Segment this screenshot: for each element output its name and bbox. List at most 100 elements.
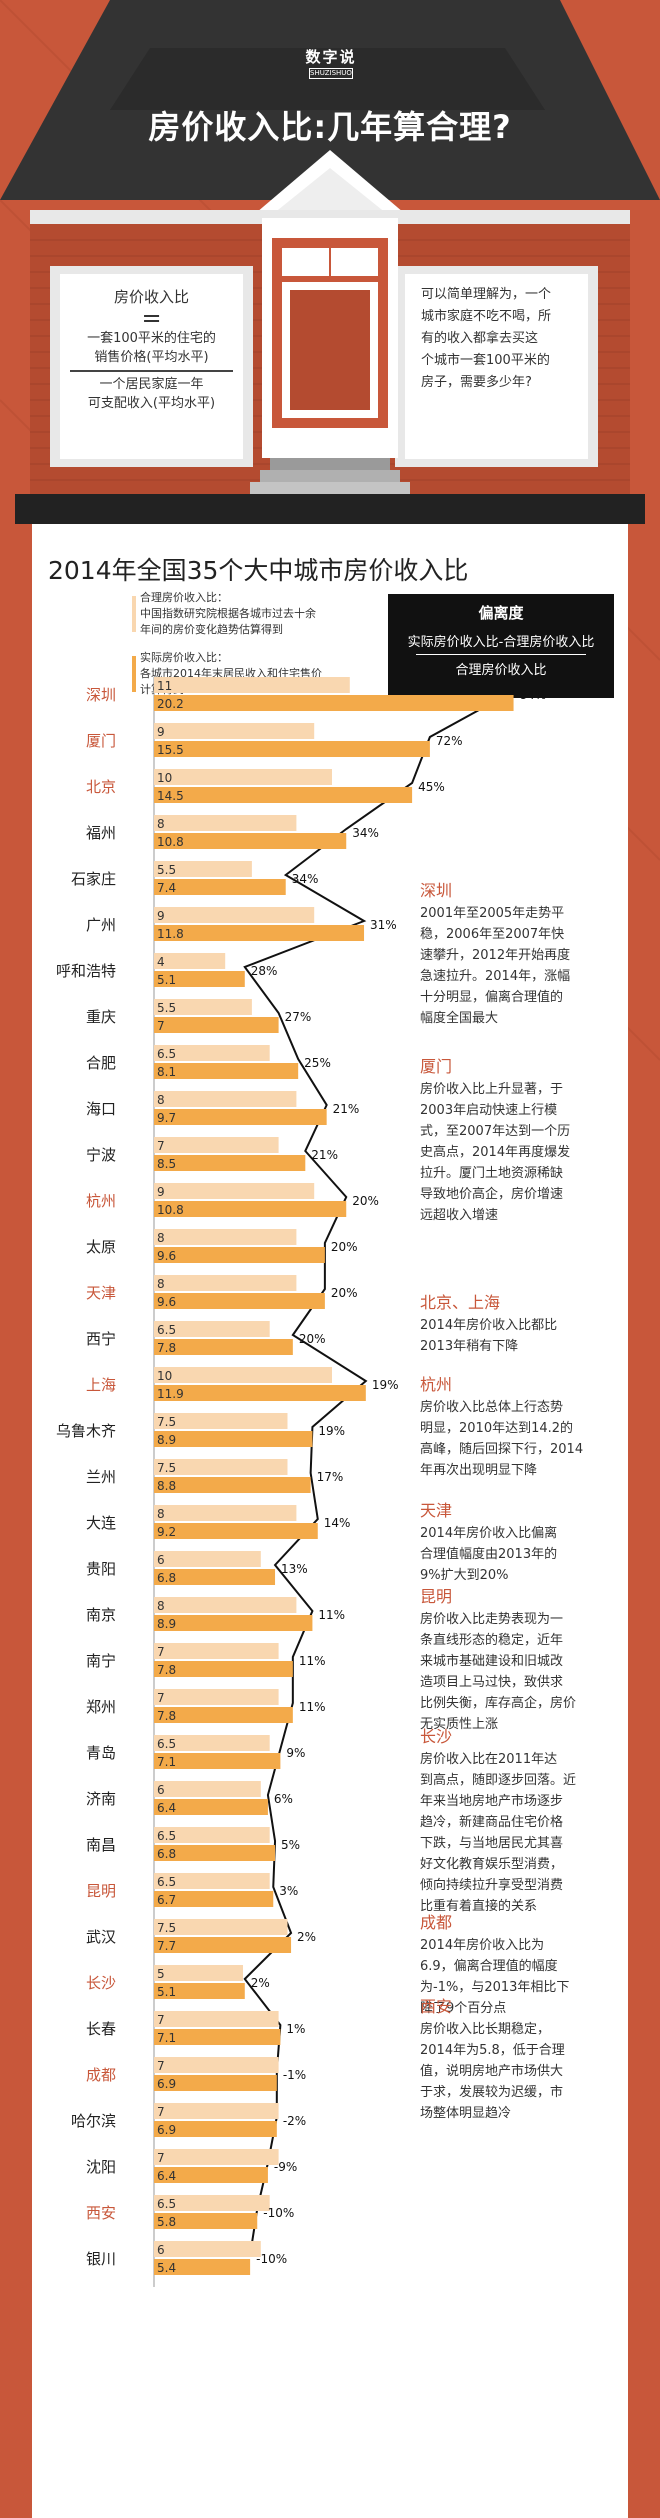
city-note-body: 2014年房价收入比都比 2013年稍有下降 <box>420 1318 558 1354</box>
fair-bar <box>154 1643 279 1659</box>
fair-value-label: 5.5 <box>157 1001 176 1015</box>
city-label: 长沙 <box>86 1974 116 1992</box>
actual-value-label: 15.5 <box>157 743 184 757</box>
actual-bar <box>154 1247 325 1263</box>
city-note-title: 厦门 <box>420 1057 453 1076</box>
fair-value-label: 10 <box>157 1369 172 1383</box>
actual-value-label: 8.9 <box>157 1617 176 1631</box>
city-note-title: 杭州 <box>420 1375 453 1394</box>
deviation-label: 20% <box>352 1194 379 1208</box>
deviation-label: 19% <box>318 1424 345 1438</box>
fair-bar <box>154 1045 270 1061</box>
deviation-label: 14% <box>324 1516 351 1530</box>
city-label: 长春 <box>86 2020 116 2038</box>
fair-bar <box>154 2149 279 2165</box>
legend-fair: 合理房价收入比： 中国指数研究院根据各城市过去十余 年间的房价变化趋势估算得到 <box>140 590 316 638</box>
definition-term: 房价收入比 <box>113 288 189 306</box>
actual-value-label: 11.8 <box>157 927 184 941</box>
fair-bar <box>154 1689 279 1705</box>
fair-bar <box>154 1321 270 1337</box>
city-note-body: 2014年房价收入比偏离 合理值幅度由2013年的 9%扩大到20% <box>420 1526 558 1583</box>
actual-bar <box>154 1937 292 1953</box>
actual-value-label: 10.8 <box>157 835 184 849</box>
city-note: 深圳 2001年至2005年走势平 稳，2006年至2007年快 速攀升，2012… <box>420 880 635 1029</box>
chart-title: 2014年全国35个大中城市房价收入比 <box>48 556 469 585</box>
fair-bar <box>154 1735 270 1751</box>
city-label: 贵阳 <box>86 1560 116 1578</box>
city-label: 乌鲁木齐 <box>56 1422 116 1440</box>
city-note-title: 天津 <box>420 1501 453 1520</box>
fair-bar <box>154 1459 288 1475</box>
definition-box: 房价收入比 = 一套100平米的住宅的 销售价格(平均水平) 一个居民家庭一年 … <box>60 274 243 459</box>
city-note-body: 房价收入比上升显著，于 2003年启动快速上行模 式，至2007年达到一个历 史… <box>420 1082 571 1223</box>
deviation-connector <box>243 690 515 2256</box>
deviation-label: 20% <box>299 1332 326 1346</box>
city-label: 杭州 <box>86 1192 116 1210</box>
actual-bar <box>154 1569 276 1585</box>
deviation-label: 17% <box>317 1470 344 1484</box>
fair-value-label: 5 <box>157 1967 165 1981</box>
fair-value-label: 5.5 <box>157 863 176 877</box>
actual-value-label: 6.9 <box>157 2077 176 2091</box>
fair-value-label: 7.5 <box>157 1415 176 1429</box>
fair-value-label: 7 <box>157 2151 165 2165</box>
actual-bar <box>154 1799 268 1815</box>
deviation-label: 11% <box>299 1654 326 1668</box>
actual-value-label: 8.8 <box>157 1479 176 1493</box>
deviation-label: 19% <box>372 1378 399 1392</box>
actual-value-label: 10.8 <box>157 1203 184 1217</box>
actual-bar <box>154 1983 245 1999</box>
fair-value-label: 6.5 <box>157 1829 176 1843</box>
fair-value-label: 8 <box>157 817 165 831</box>
city-label: 呼和浩特 <box>56 962 116 980</box>
fair-value-label: 7 <box>157 2059 165 2073</box>
deviation-label: 5% <box>281 1838 300 1852</box>
fair-value-label: 8 <box>157 1599 165 1613</box>
city-label: 广州 <box>86 916 116 934</box>
city-label: 南宁 <box>86 1652 116 1670</box>
city-label: 石家庄 <box>71 870 116 888</box>
city-label: 太原 <box>86 1238 116 1256</box>
legend-actual-title: 实际房价收入比： <box>140 651 228 664</box>
actual-value-label: 8.5 <box>157 1157 176 1171</box>
city-label: 昆明 <box>86 1882 116 1900</box>
fair-bar <box>154 1367 332 1383</box>
actual-value-label: 6.8 <box>157 1571 176 1585</box>
fair-value-label: 7 <box>157 1139 165 1153</box>
deviation-label: 20% <box>331 1286 358 1300</box>
city-note: 昆明 房价收入比走势表现为一 条直线形态的稳定，近年 来城市基础建设和旧城改 造项… <box>420 1586 635 1735</box>
city-label: 西宁 <box>86 1330 116 1348</box>
logo-title: 数字说 <box>305 48 357 66</box>
fair-bar <box>154 1873 270 1889</box>
definition-denominator: 一个居民家庭一年 可支配收入(平均水平) <box>87 377 216 411</box>
city-label: 武汉 <box>86 1928 116 1946</box>
actual-value-label: 11.9 <box>157 1387 184 1401</box>
fair-bar <box>154 723 315 739</box>
city-note-body: 2001年至2005年走势平 稳，2006年至2007年快 速攀升，2012年开… <box>420 906 571 1026</box>
fair-value-label: 6 <box>157 1553 165 1567</box>
deviation-label: 9% <box>286 1746 305 1760</box>
city-note-title: 昆明 <box>420 1587 453 1606</box>
actual-bar <box>154 1017 279 1033</box>
actual-bar <box>154 1385 366 1401</box>
fair-bar <box>154 953 226 969</box>
fair-bar <box>154 907 315 923</box>
city-label: 大连 <box>86 1514 116 1532</box>
fair-bar <box>154 1505 297 1521</box>
fair-bar <box>154 1275 297 1291</box>
actual-bar <box>154 1431 313 1447</box>
actual-value-label: 14.5 <box>157 789 184 803</box>
actual-bar <box>154 2213 258 2229</box>
fair-value-label: 7 <box>157 2105 165 2119</box>
fair-bar <box>154 2103 279 2119</box>
city-label: 上海 <box>86 1376 116 1394</box>
city-note: 杭州 房价收入比总体上行态势 明显，2010年达到14.2的 高峰，随后回探下行，… <box>420 1374 635 1481</box>
actual-bar <box>154 1155 306 1171</box>
fair-value-label: 9 <box>157 1185 165 1199</box>
fair-bar <box>154 2241 261 2257</box>
deviation-label: 11% <box>299 1700 326 1714</box>
city-label: 合肥 <box>86 1054 116 1072</box>
fair-value-label: 7.5 <box>157 1461 176 1475</box>
actual-bar <box>154 2259 251 2275</box>
fair-value-label: 7.5 <box>157 1921 176 1935</box>
